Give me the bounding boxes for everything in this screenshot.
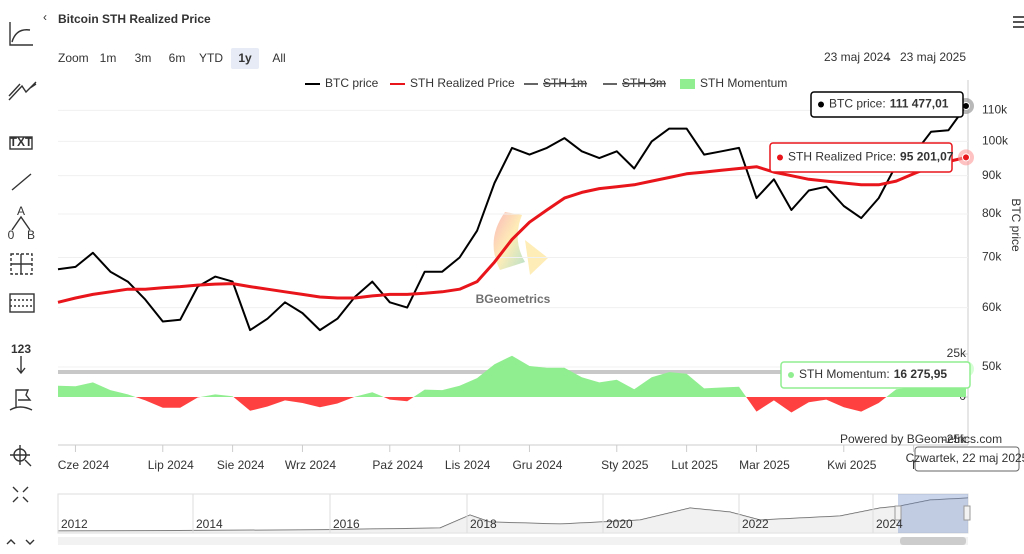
legend-swatch (680, 79, 695, 89)
tool-text[interactable] (9, 136, 33, 150)
x-tick-label: Sie 2024 (217, 458, 265, 472)
legend-label[interactable]: STH Realized Price (410, 76, 515, 90)
tooltip-date-box (914, 446, 1020, 472)
zoom-button[interactable]: 1y (238, 51, 252, 65)
tooltip-dot (777, 154, 783, 161)
y2-tick-label: -25k (943, 432, 967, 446)
toolbar-label: 0 (8, 228, 15, 242)
y2-tick-label: 25k (947, 346, 967, 360)
navigator-label: 2022 (742, 517, 769, 531)
legend-label[interactable]: BTC price (325, 76, 379, 90)
y-tick-label: 50k (982, 359, 1002, 373)
zoom-label: Zoom (58, 51, 89, 65)
toolbar-label: A (17, 204, 25, 218)
tooltip-value: 111 477,01 (890, 97, 949, 111)
tool-measure-cross[interactable] (11, 254, 32, 274)
x-tick-label: Mar 2025 (739, 458, 790, 472)
collapse-icon[interactable]: ‹ (43, 10, 47, 24)
navigator-label: 2012 (61, 517, 88, 531)
legend-label[interactable]: STH 3m (622, 76, 666, 90)
range-arrow: → (881, 50, 893, 64)
y-tick-label: 80k (982, 206, 1002, 220)
x-tick-label: Cze 2024 (58, 458, 110, 472)
chart-title: Bitcoin STH Realized Price (58, 12, 211, 26)
x-tick-label: Paź 2024 (372, 458, 423, 472)
navigator-label: 2020 (606, 517, 633, 531)
tooltip-date: Czwartek, 22 maj 2025 (906, 451, 1024, 465)
x-tick-label: Lip 2024 (148, 458, 194, 472)
x-tick-label: Kwi 2025 (827, 458, 877, 472)
y-tick-label: 60k (982, 300, 1002, 314)
tooltip-value: 95 201,07 (900, 150, 954, 164)
tooltip-dot (818, 101, 824, 108)
x-tick-label: Sty 2025 (601, 458, 649, 472)
credits[interactable]: Powered by BGeometrics.com (840, 432, 1002, 446)
toolbar-label: TXT (10, 135, 33, 149)
tooltip-label: STH Momentum: (799, 367, 890, 381)
navigator-label: 2018 (470, 517, 497, 531)
navigator-label: 2014 (196, 517, 223, 531)
watermark: BGeometrics (476, 292, 551, 306)
zoom-button[interactable]: 1m (100, 51, 117, 65)
navigator (57, 493, 971, 545)
tooltip-label: BTC price: (829, 97, 886, 111)
zoom-button[interactable]: 6m (169, 51, 186, 65)
hover-point (962, 153, 970, 162)
x-tick-label: Gru 2024 (512, 458, 562, 472)
navigator-label: 2016 (333, 517, 360, 531)
x-tick-label: Lis 2024 (445, 458, 491, 472)
toolbar-arrows[interactable] (6, 539, 35, 545)
tool-zoom-cross[interactable] (10, 445, 32, 467)
y-axis-title: BTC price (1009, 198, 1023, 252)
range-to[interactable]: 23 maj 2025 (900, 50, 966, 64)
legend-label[interactable]: STH Momentum (700, 76, 787, 90)
x-tick-label: Wrz 2024 (285, 458, 336, 472)
legend-label[interactable]: STH 1m (543, 76, 587, 90)
menu-icon[interactable] (1013, 16, 1024, 28)
momentum-area (58, 355, 966, 413)
tooltip-value: 16 275,95 (894, 367, 948, 381)
tooltip-dot (788, 372, 794, 378)
zoom-button[interactable]: All (272, 51, 285, 65)
tool-table[interactable] (9, 293, 35, 313)
range-from[interactable]: 23 maj 2024 (824, 50, 890, 64)
x-tick-label: Lut 2025 (671, 458, 718, 472)
tooltip-label: STH Realized Price: (788, 150, 896, 164)
toolbar-label: B (27, 228, 35, 242)
toolbar-label: 123 (11, 342, 31, 356)
y-tick-label: 110k (982, 102, 1008, 116)
navigator-label: 2024 (876, 517, 903, 531)
tool-lines[interactable] (8, 81, 37, 101)
tool-line[interactable] (11, 173, 32, 191)
tool-flag[interactable] (9, 389, 33, 411)
zoom-button-bg (231, 48, 259, 69)
zoom-button[interactable]: YTD (199, 51, 223, 65)
y-tick-label: 90k (982, 168, 1002, 182)
series-line (57, 155, 967, 304)
y-tick-label: 100k (982, 134, 1009, 148)
series-line (57, 105, 967, 332)
tool-indicator[interactable] (9, 22, 33, 46)
tooltip-box (780, 361, 971, 389)
tool-fib[interactable] (11, 215, 31, 231)
y-tick-label: 70k (982, 250, 1002, 264)
tooltip-box (810, 91, 964, 118)
toolbar: ‹ TXT A 0 B 123 (6, 10, 47, 545)
tool-counter[interactable] (16, 356, 26, 375)
tool-fullscreen[interactable] (12, 486, 29, 503)
tool-table-lines[interactable] (10, 299, 34, 307)
tooltip-box (769, 142, 953, 173)
zoom-button[interactable]: 3m (135, 51, 152, 65)
